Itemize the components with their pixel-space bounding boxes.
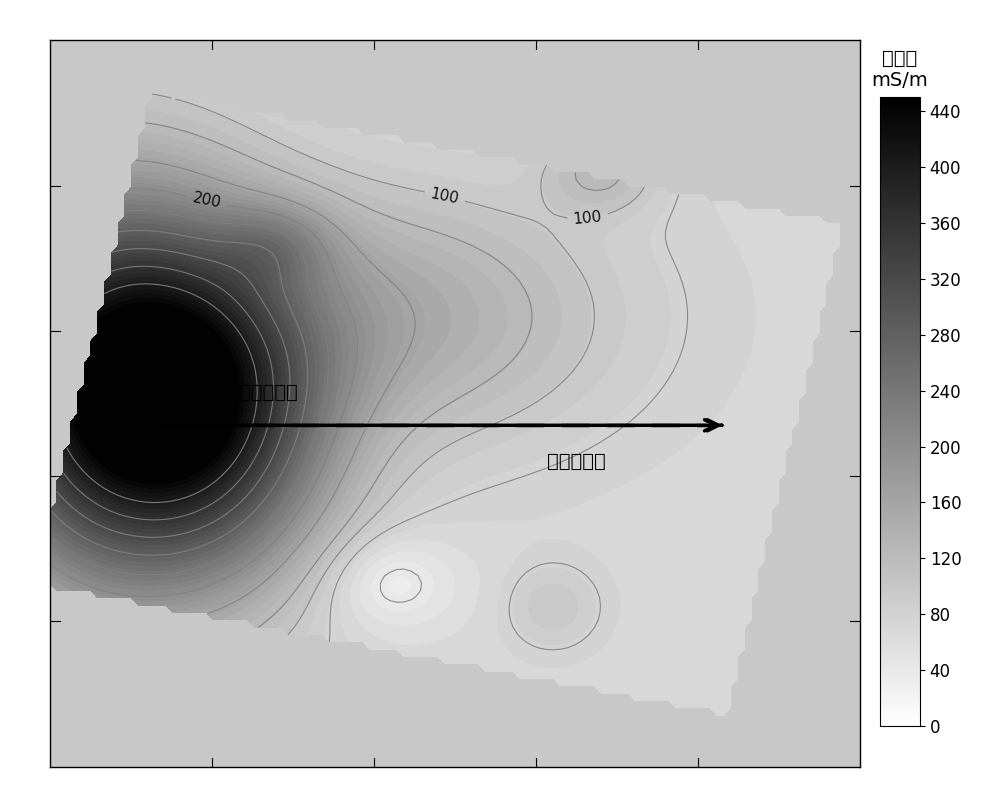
Text: 导常高值区: 导常高值区 (239, 383, 298, 402)
Title: 电导率
mS/m: 电导率 mS/m (872, 48, 928, 90)
Text: 200: 200 (191, 190, 222, 211)
Text: 100: 100 (573, 209, 603, 227)
Text: 100: 100 (429, 186, 460, 207)
Text: 导常低值区: 导常低值区 (547, 452, 606, 471)
